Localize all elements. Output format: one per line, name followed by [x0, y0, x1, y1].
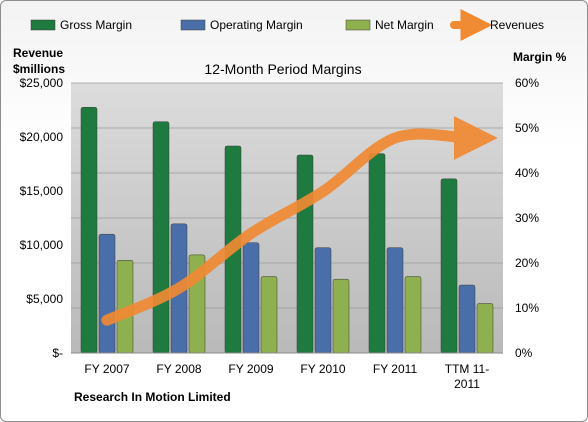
bar-operating-margin [458, 284, 476, 354]
bar-gross-margin [152, 121, 170, 354]
right-axis: 0% 10% 20% 30% 40% 50% 60% [515, 76, 539, 360]
right-tick-label: 60% [515, 76, 539, 90]
bar-gross-margin [440, 178, 458, 354]
right-tick-label: 10% [515, 301, 539, 315]
left-tick-label: $10,000 [20, 238, 64, 252]
chart-legend: Gross Margin Operating Margin Net Margin Re… [30, 9, 544, 41]
legend-label-gross-margin: Gross Margin [60, 18, 132, 32]
left-tick-label: $25,000 [20, 76, 64, 90]
left-axis-title-line2: $millions [13, 62, 65, 76]
plot-area [71, 82, 503, 354]
right-tick-label: 0% [515, 346, 533, 360]
right-tick-label: 30% [515, 211, 539, 225]
category-label: FY 2011 [373, 362, 418, 376]
chart-title: 12-Month Period Margins [204, 61, 361, 77]
bar-net-margin [476, 303, 494, 354]
line-revenues [101, 115, 498, 326]
right-axis-title: Margin % [513, 50, 567, 64]
legend-label-net-margin: Net Margin [375, 18, 434, 32]
category-label: FY 2008 [156, 362, 201, 376]
bar-gross-margin [368, 153, 386, 354]
legend-swatch-gross-margin [30, 19, 56, 31]
right-tick-label: 20% [515, 256, 539, 270]
bar-net-margin [404, 276, 422, 354]
bar-net-margin [332, 278, 350, 354]
left-axis-title-line1: Revenue [13, 46, 63, 60]
category-label: TTM 11- [445, 362, 489, 376]
bar-gross-margin [80, 107, 98, 354]
bar-operating-margin [242, 242, 260, 354]
category-label: FY 2009 [228, 362, 273, 376]
legend-swatch-operating-margin [180, 19, 206, 31]
bar-operating-margin [98, 233, 116, 354]
bar-operating-margin [314, 247, 332, 354]
left-tick-label: $15,000 [20, 184, 64, 198]
category-label: FY 2010 [300, 362, 345, 376]
bar-operating-margin [386, 247, 404, 354]
left-tick-label: $5,000 [26, 292, 63, 306]
chart-footnote: Research In Motion Limited [74, 390, 231, 404]
left-tick-label: $- [52, 346, 63, 360]
left-axis: $- $5,000 $10,000 $15,000 $20,000 $25,000 [20, 76, 64, 360]
category-label: FY 2007 [84, 362, 129, 376]
legend-swatch-net-margin [345, 19, 371, 31]
category-label: 2011 [454, 377, 480, 391]
right-tick-label: 40% [515, 166, 539, 180]
x-axis: FY 2007 FY 2008 FY 2009 FY 2010 FY 2011 TTM 1… [84, 362, 489, 391]
legend-label-revenues: Revenues [490, 18, 544, 32]
right-tick-label: 50% [515, 121, 539, 135]
bar-net-margin [260, 276, 278, 354]
bar-gross-margin [296, 154, 314, 354]
left-tick-label: $20,000 [20, 130, 64, 144]
legend-label-operating-margin: Operating Margin [210, 18, 303, 32]
revenue-line [101, 115, 498, 326]
